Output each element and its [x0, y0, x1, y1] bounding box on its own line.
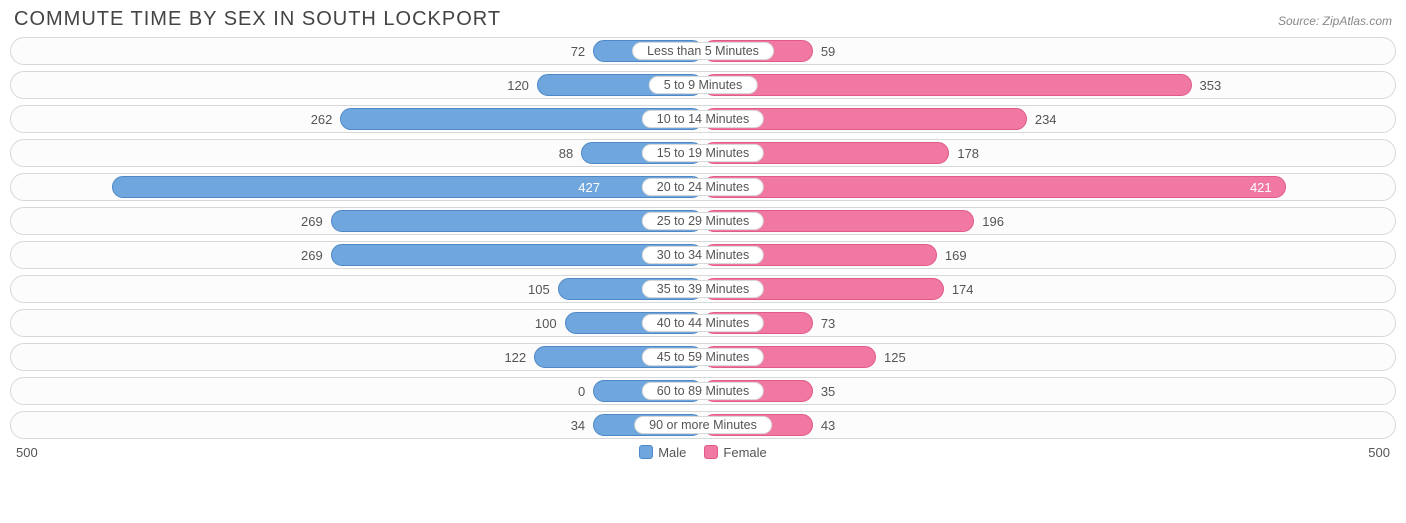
chart-row: 72 59 Less than 5 Minutes	[10, 37, 1396, 65]
chart-row: 122 125 45 to 59 Minutes	[10, 343, 1396, 371]
category-label: Less than 5 Minutes	[632, 42, 774, 60]
value-male: 427	[570, 176, 608, 198]
category-label: 90 or more Minutes	[634, 416, 772, 434]
category-label: 15 to 19 Minutes	[642, 144, 764, 162]
bar-male	[112, 176, 703, 198]
value-male: 269	[301, 210, 331, 232]
value-male: 122	[504, 346, 534, 368]
category-label: 10 to 14 Minutes	[642, 110, 764, 128]
category-label: 30 to 34 Minutes	[642, 246, 764, 264]
value-female: 43	[813, 414, 835, 436]
value-female: 196	[974, 210, 1004, 232]
category-label: 45 to 59 Minutes	[642, 348, 764, 366]
chart-row: 120 353 5 to 9 Minutes	[10, 71, 1396, 99]
value-male: 105	[528, 278, 558, 300]
chart-source: Source: ZipAtlas.com	[1278, 14, 1392, 28]
category-label: 35 to 39 Minutes	[642, 280, 764, 298]
value-male: 88	[559, 142, 581, 164]
value-female: 73	[813, 312, 835, 334]
value-female: 234	[1027, 108, 1057, 130]
value-male: 262	[311, 108, 341, 130]
chart-axis: 500 Male Female 500	[10, 445, 1396, 460]
axis-left-label: 500	[16, 445, 38, 460]
chart-row: 427 42120 to 24 Minutes	[10, 173, 1396, 201]
value-male: 34	[571, 414, 593, 436]
chart-row: 0 35 60 to 89 Minutes	[10, 377, 1396, 405]
value-female: 125	[876, 346, 906, 368]
bar-female	[703, 74, 1192, 96]
category-label: 60 to 89 Minutes	[642, 382, 764, 400]
chart-row: 262 234 10 to 14 Minutes	[10, 105, 1396, 133]
chart-row: 269 196 25 to 29 Minutes	[10, 207, 1396, 235]
legend-female-swatch	[704, 445, 718, 459]
legend-male: Male	[639, 445, 686, 460]
chart-legend: Male Female	[639, 445, 767, 460]
value-male: 100	[535, 312, 565, 334]
value-female: 174	[944, 278, 974, 300]
chart-rows: 72 59 Less than 5 Minutes 120 353 5 to 9 Minu…	[10, 37, 1396, 439]
legend-female: Female	[704, 445, 766, 460]
value-male: 72	[571, 40, 593, 62]
category-label: 5 to 9 Minutes	[649, 76, 758, 94]
legend-male-swatch	[639, 445, 653, 459]
value-female: 169	[937, 244, 967, 266]
chart-row: 100 73 40 to 44 Minutes	[10, 309, 1396, 337]
value-male: 0	[578, 380, 593, 402]
chart-title: COMMUTE TIME BY SEX IN SOUTH LOCKPORT	[14, 8, 501, 31]
chart-container: COMMUTE TIME BY SEX IN SOUTH LOCKPORT So…	[0, 0, 1406, 464]
value-female: 353	[1192, 74, 1222, 96]
chart-row: 105 174 35 to 39 Minutes	[10, 275, 1396, 303]
value-male: 269	[301, 244, 331, 266]
chart-row: 34 43 90 or more Minutes	[10, 411, 1396, 439]
chart-header: COMMUTE TIME BY SEX IN SOUTH LOCKPORT So…	[10, 8, 1396, 31]
value-female: 59	[813, 40, 835, 62]
category-label: 40 to 44 Minutes	[642, 314, 764, 332]
legend-female-label: Female	[723, 445, 766, 460]
value-female: 35	[813, 380, 835, 402]
chart-row: 88 178 15 to 19 Minutes	[10, 139, 1396, 167]
value-male: 120	[507, 74, 537, 96]
category-label: 20 to 24 Minutes	[642, 178, 764, 196]
legend-male-label: Male	[658, 445, 686, 460]
axis-right-label: 500	[1368, 445, 1390, 460]
value-female: 421	[697, 176, 1280, 198]
category-label: 25 to 29 Minutes	[642, 212, 764, 230]
chart-row: 269 169 30 to 34 Minutes	[10, 241, 1396, 269]
value-female: 178	[949, 142, 979, 164]
